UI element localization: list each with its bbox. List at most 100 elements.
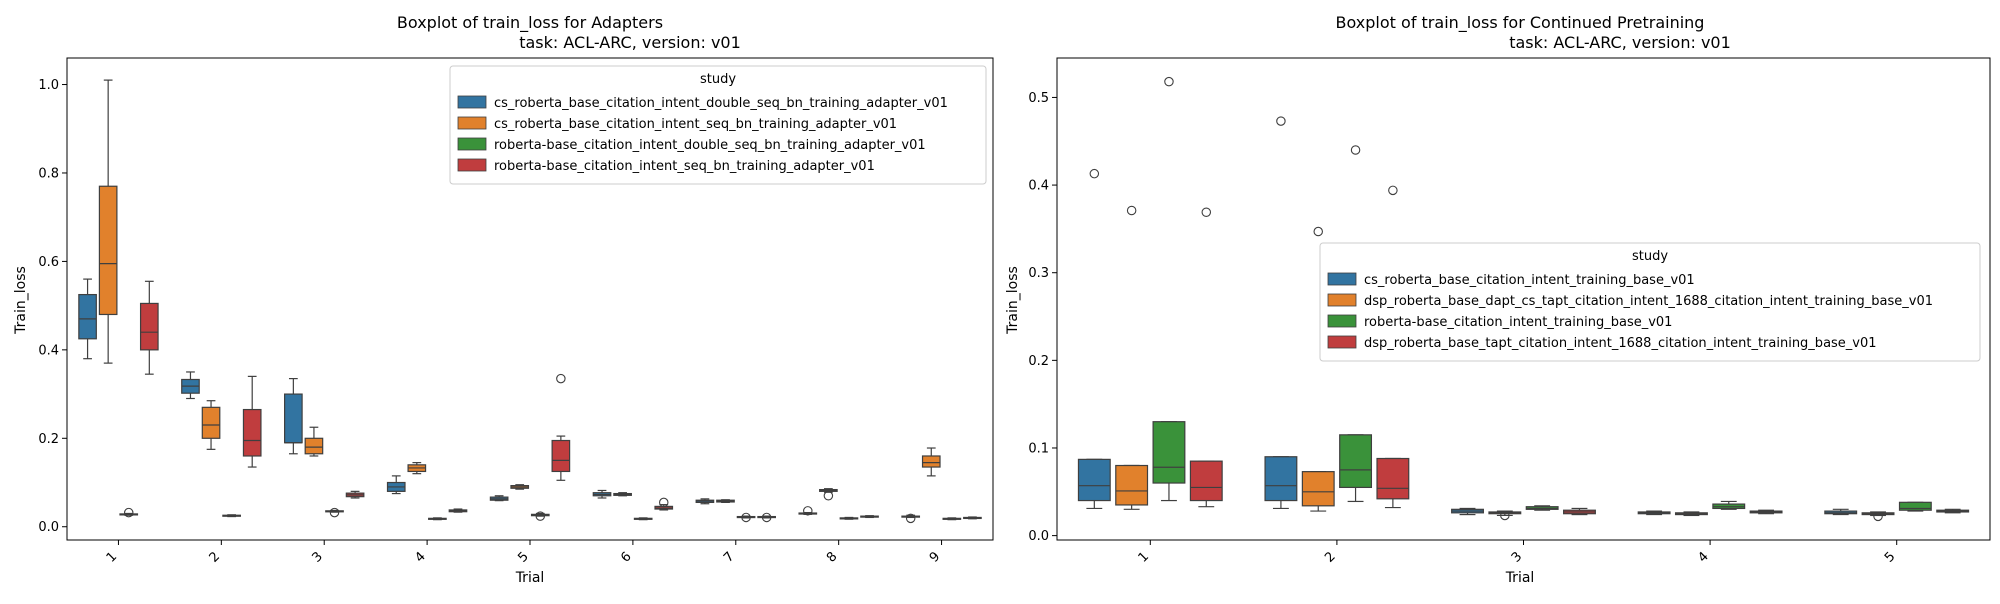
box xyxy=(1301,226,1335,512)
y-tick-label: 0.2 xyxy=(38,432,59,447)
plot-area: 0.00.10.20.30.40.51 2 3 4 5 xyxy=(1028,57,1991,566)
y-tick-label: 0.1 xyxy=(1028,441,1049,456)
y-tick-label: 0.6 xyxy=(38,255,59,270)
y-tick-label: 0.4 xyxy=(1028,179,1049,194)
box-body xyxy=(1189,460,1223,502)
box xyxy=(654,497,674,511)
box xyxy=(1264,116,1298,510)
outlier-point xyxy=(1500,510,1510,521)
box xyxy=(1077,168,1111,510)
legend: study cs_roberta_base_citation_intent_tra… xyxy=(1319,242,1981,362)
box xyxy=(921,447,941,477)
outlier-point xyxy=(535,511,546,521)
box xyxy=(386,475,406,495)
box xyxy=(839,516,859,520)
box xyxy=(757,512,776,523)
box xyxy=(1674,511,1708,517)
box xyxy=(428,517,447,521)
legend-title: study xyxy=(700,72,736,87)
box-body xyxy=(921,455,941,468)
plot-frame xyxy=(1056,57,1991,541)
legend-swatch xyxy=(1327,272,1357,286)
outlier-point xyxy=(823,491,834,501)
box xyxy=(1189,207,1223,508)
box xyxy=(139,280,159,375)
box xyxy=(1861,511,1895,522)
box xyxy=(1824,508,1858,516)
box-body xyxy=(98,185,118,316)
legend-item: cs_roberta_base_citation_intent_training… xyxy=(1364,273,1695,288)
box xyxy=(942,517,962,521)
box xyxy=(181,371,200,400)
box xyxy=(1749,509,1783,515)
box xyxy=(551,373,571,481)
box xyxy=(201,400,221,450)
box xyxy=(1451,507,1484,516)
legend-swatch xyxy=(457,158,487,172)
box xyxy=(592,489,612,499)
box-body xyxy=(242,408,262,457)
box xyxy=(1936,508,1970,514)
outlier-point xyxy=(741,512,751,523)
legend-frame xyxy=(449,65,987,185)
box xyxy=(510,484,530,490)
legend-item: dsp_roberta_base_tapt_citation_intent_16… xyxy=(1364,336,1877,351)
box xyxy=(1563,507,1596,516)
outlier-point xyxy=(761,512,772,523)
box xyxy=(1637,510,1671,516)
chart-title-line1: Boxplot of train_loss for Adapters xyxy=(397,13,663,33)
box-body xyxy=(551,439,571,473)
box xyxy=(530,511,550,521)
box-body xyxy=(1152,421,1186,484)
legend-swatch xyxy=(1327,335,1357,349)
box xyxy=(613,492,632,497)
legend-frame xyxy=(1319,242,1981,362)
outlier-point xyxy=(1388,185,1398,196)
box xyxy=(119,507,139,518)
box-body xyxy=(78,293,97,340)
outlier-point xyxy=(905,513,916,524)
box xyxy=(1376,185,1410,509)
legend-item: roberta-base_citation_intent_training_ba… xyxy=(1364,315,1672,330)
box xyxy=(1339,145,1373,503)
box xyxy=(1525,505,1559,511)
box xyxy=(345,490,365,499)
box xyxy=(98,79,118,364)
box-body xyxy=(139,302,159,351)
outlier-point xyxy=(123,507,134,518)
legend-item: cs_roberta_base_citation_intent_seq_bn_t… xyxy=(494,117,897,132)
box xyxy=(736,512,756,523)
box xyxy=(1488,510,1522,521)
box xyxy=(284,377,303,455)
box xyxy=(1898,501,1932,512)
box xyxy=(716,499,735,504)
box xyxy=(325,507,344,518)
legend-swatch xyxy=(457,95,487,109)
adapters-chart: Boxplot of train_loss for Adapters task:… xyxy=(13,13,994,586)
outlier-point xyxy=(1126,205,1137,216)
box-body xyxy=(1301,471,1335,507)
y-tick-label: 0.0 xyxy=(38,520,59,535)
box xyxy=(860,515,879,519)
outlier-point xyxy=(1276,116,1286,126)
y-tick-label: 0.5 xyxy=(1028,91,1049,106)
legend-swatch xyxy=(1327,293,1357,307)
legend-title: study xyxy=(1632,249,1668,264)
box xyxy=(1712,500,1746,510)
box-body xyxy=(304,437,324,455)
box xyxy=(242,375,262,468)
legend-swatch xyxy=(457,137,487,151)
y-tick-label: 0.3 xyxy=(1028,266,1049,281)
outlier-point xyxy=(556,373,566,384)
legend-item: roberta-base_citation_intent_seq_bn_trai… xyxy=(494,159,875,174)
box xyxy=(901,513,921,524)
y-tick-label: 0.0 xyxy=(1028,529,1049,544)
y-tick-label: 0.8 xyxy=(38,166,59,181)
legend: study cs_roberta_base_citation_intent_dou… xyxy=(449,65,987,185)
box xyxy=(798,506,818,516)
box xyxy=(489,495,509,502)
outlier-point xyxy=(1873,511,1883,522)
outlier-point xyxy=(1350,145,1361,155)
y-axis-label: Train_loss xyxy=(13,266,29,335)
